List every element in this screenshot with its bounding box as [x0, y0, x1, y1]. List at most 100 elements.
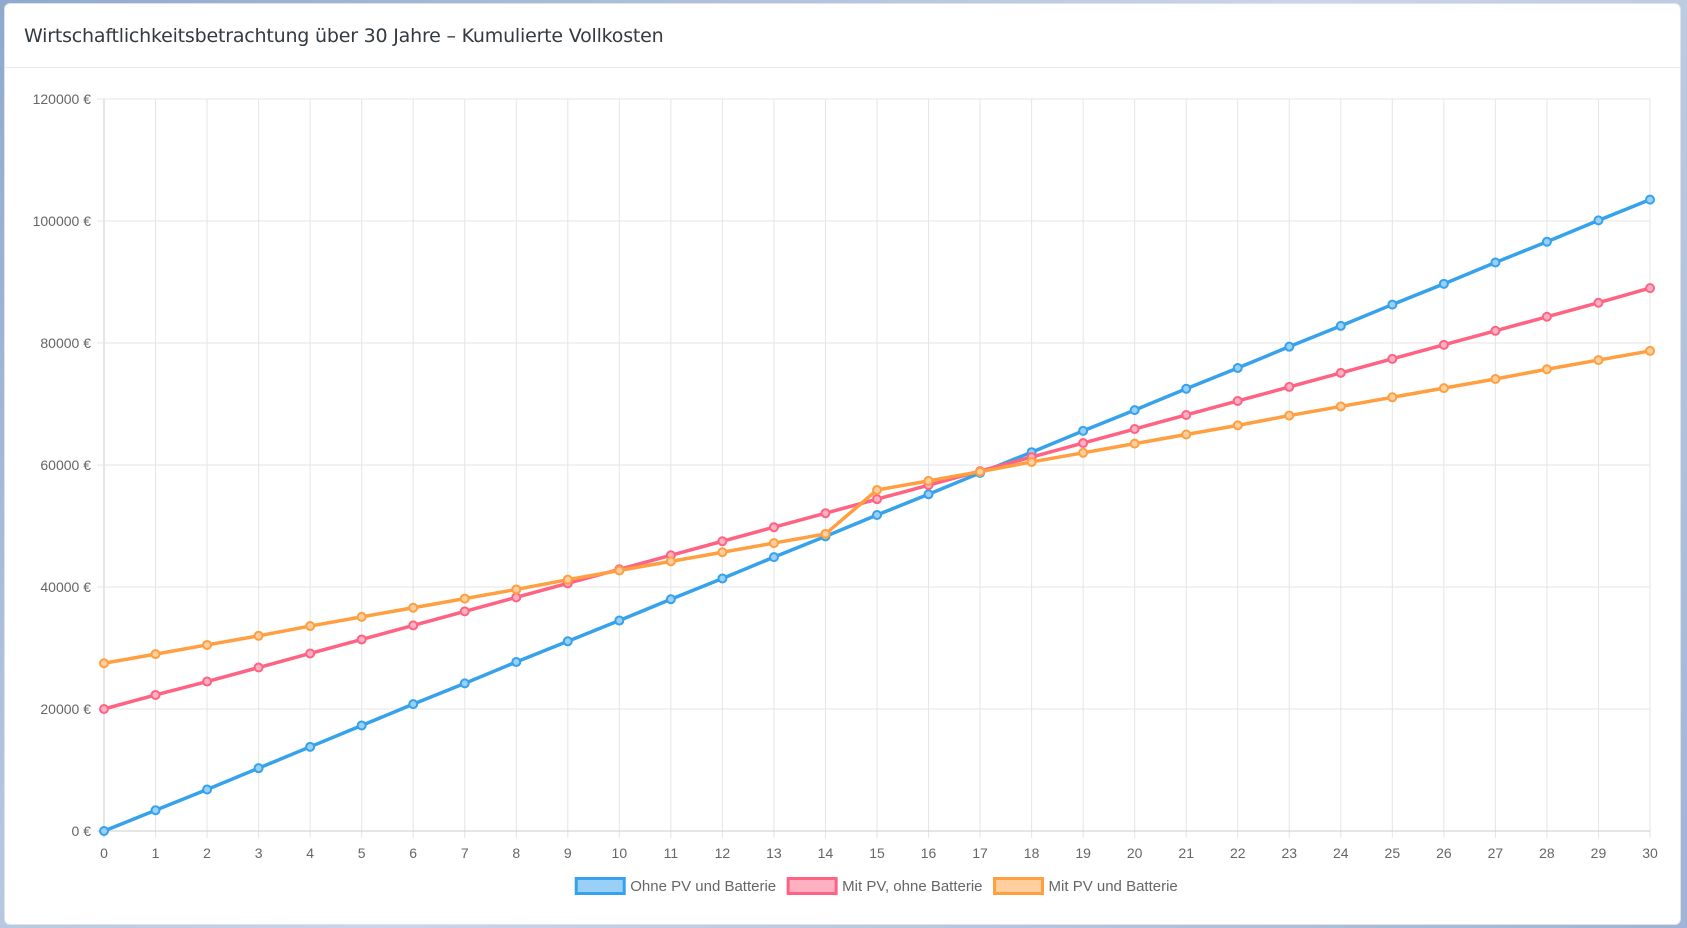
data-point[interactable] — [1438, 339, 1449, 350]
data-point[interactable] — [202, 784, 213, 795]
data-point[interactable] — [768, 522, 779, 533]
data-point[interactable] — [253, 630, 264, 641]
x-tick-label: 1 — [152, 845, 160, 861]
x-tick-label: 11 — [664, 845, 679, 861]
data-point[interactable] — [872, 510, 882, 521]
data-point[interactable] — [614, 615, 625, 626]
data-point[interactable] — [150, 805, 161, 816]
data-point[interactable] — [305, 648, 316, 659]
data-point[interactable] — [1593, 297, 1604, 308]
x-tick-label: 9 — [564, 845, 572, 861]
data-point[interactable] — [1181, 429, 1192, 440]
data-point[interactable] — [1593, 355, 1604, 366]
data-point[interactable] — [1490, 325, 1501, 336]
data-point[interactable] — [1645, 345, 1655, 356]
x-tick-label: 13 — [766, 845, 782, 861]
data-point[interactable] — [202, 639, 213, 650]
data-point[interactable] — [562, 636, 573, 647]
data-point[interactable] — [1181, 383, 1192, 394]
x-tick-label: 30 — [1642, 845, 1658, 861]
data-point[interactable] — [614, 565, 625, 576]
x-tick-label: 29 — [1591, 845, 1607, 861]
data-point[interactable] — [820, 528, 831, 539]
data-point[interactable] — [1490, 373, 1501, 384]
data-point[interactable] — [665, 594, 676, 605]
data-point[interactable] — [1387, 353, 1398, 364]
x-tick-label: 5 — [358, 845, 366, 861]
data-point[interactable] — [923, 475, 934, 486]
y-tick-label: 80000 € — [40, 335, 91, 351]
data-point[interactable] — [1645, 194, 1655, 205]
data-point[interactable] — [356, 720, 367, 731]
data-point[interactable] — [717, 536, 728, 547]
data-point[interactable] — [1335, 367, 1346, 378]
x-tick-label: 0 — [100, 845, 108, 861]
data-point[interactable] — [1181, 409, 1192, 420]
data-point[interactable] — [1078, 438, 1089, 449]
data-point[interactable] — [1541, 236, 1552, 247]
data-point[interactable] — [923, 489, 934, 500]
x-tick-label: 15 — [869, 845, 885, 861]
data-point[interactable] — [665, 556, 676, 567]
data-point[interactable] — [1541, 311, 1552, 322]
data-point[interactable] — [820, 508, 831, 519]
data-point[interactable] — [1129, 405, 1140, 416]
data-point[interactable] — [511, 657, 522, 668]
data-point[interactable] — [99, 658, 109, 669]
legend-swatch — [993, 877, 1045, 895]
data-point[interactable] — [1129, 438, 1140, 449]
data-point[interactable] — [459, 606, 470, 617]
data-point[interactable] — [1232, 420, 1243, 431]
data-point[interactable] — [768, 552, 779, 563]
data-point[interactable] — [975, 466, 986, 477]
legend-item-1[interactable]: Ohne PV und Batterie — [574, 877, 776, 895]
data-point[interactable] — [99, 826, 109, 836]
data-point[interactable] — [305, 621, 316, 632]
data-point[interactable] — [1335, 401, 1346, 412]
data-point[interactable] — [1026, 456, 1037, 467]
data-point[interactable] — [356, 634, 367, 645]
data-point[interactable] — [1284, 341, 1295, 352]
data-point[interactable] — [1284, 381, 1295, 392]
data-point[interactable] — [305, 741, 316, 752]
data-point[interactable] — [202, 676, 213, 687]
data-point[interactable] — [1284, 410, 1295, 421]
data-point[interactable] — [459, 678, 470, 689]
data-point[interactable] — [150, 649, 161, 660]
data-point[interactable] — [717, 573, 728, 584]
data-point[interactable] — [1129, 424, 1140, 435]
legend-item-2[interactable]: Mit PV, ohne Batterie — [786, 877, 983, 895]
data-point[interactable] — [150, 689, 161, 700]
data-point[interactable] — [1438, 383, 1449, 394]
data-point[interactable] — [1078, 425, 1089, 436]
x-tick-label: 4 — [306, 845, 314, 861]
data-point[interactable] — [459, 593, 470, 604]
data-point[interactable] — [511, 592, 522, 603]
data-point[interactable] — [717, 547, 728, 558]
data-point[interactable] — [1645, 283, 1655, 294]
data-point[interactable] — [872, 494, 882, 505]
data-point[interactable] — [1232, 363, 1243, 374]
data-point[interactable] — [1387, 392, 1398, 403]
data-point[interactable] — [1541, 364, 1552, 375]
x-tick-label: 12 — [715, 845, 731, 861]
data-point[interactable] — [1078, 447, 1089, 458]
data-point[interactable] — [408, 699, 419, 710]
data-point[interactable] — [356, 611, 367, 622]
data-point[interactable] — [1232, 395, 1243, 406]
data-point[interactable] — [1335, 320, 1346, 331]
data-point[interactable] — [768, 538, 779, 549]
data-point[interactable] — [408, 620, 419, 631]
data-point[interactable] — [1387, 299, 1398, 310]
data-point[interactable] — [253, 662, 264, 673]
data-point[interactable] — [99, 704, 109, 714]
data-point[interactable] — [1593, 215, 1604, 226]
data-point[interactable] — [408, 602, 419, 613]
data-point[interactable] — [253, 763, 264, 774]
data-point[interactable] — [562, 574, 573, 585]
data-point[interactable] — [511, 584, 522, 595]
legend-item-3[interactable]: Mit PV und Batterie — [993, 877, 1178, 895]
data-point[interactable] — [1490, 257, 1501, 268]
data-point[interactable] — [872, 485, 882, 496]
data-point[interactable] — [1438, 278, 1449, 289]
